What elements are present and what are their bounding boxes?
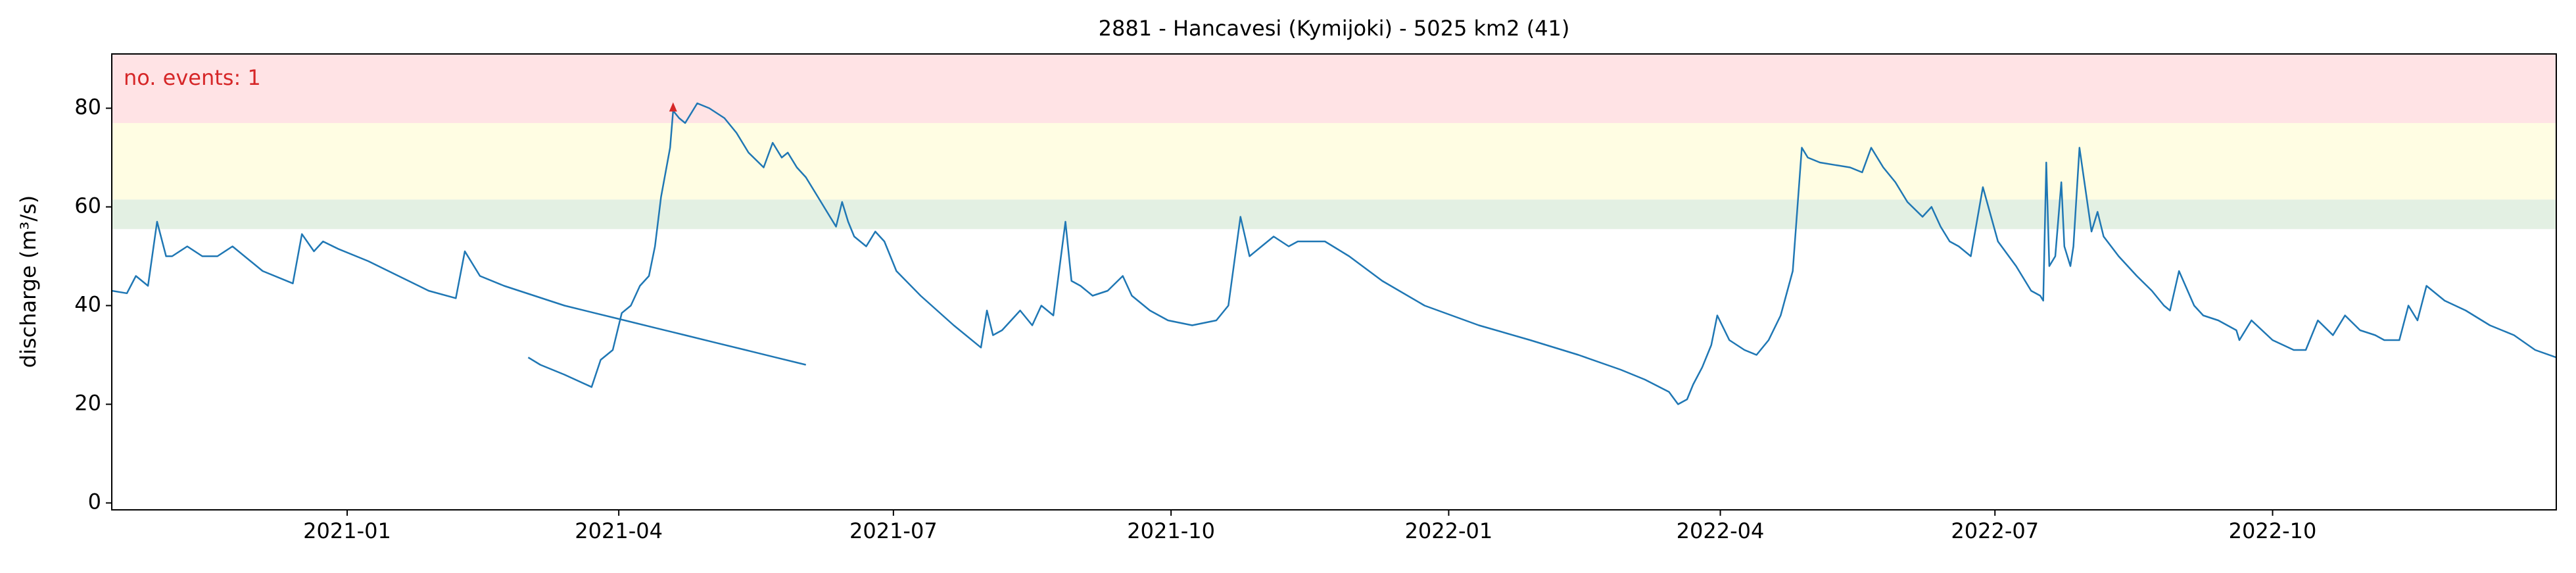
x-tick-label: 2021-01 <box>303 518 391 543</box>
threshold-band <box>112 123 2556 200</box>
x-tick-label: 2022-07 <box>1951 518 2039 543</box>
y-tick-label: 20 <box>74 391 101 416</box>
chart-title: 2881 - Hancavesi (Kymijoki) - 5025 km2 (… <box>1099 16 1570 41</box>
x-tick-label: 2022-10 <box>2229 518 2317 543</box>
y-tick-label: 80 <box>74 95 101 120</box>
data-line <box>112 102 2556 405</box>
x-tick-label: 2021-10 <box>1127 518 1215 543</box>
threshold-band <box>112 199 2556 230</box>
x-tick-label: 2022-04 <box>1677 518 1765 543</box>
y-tick-label: 40 <box>74 292 101 317</box>
x-tick-label: 2021-07 <box>849 518 938 543</box>
y-axis-label: discharge (m³/s) <box>16 195 41 368</box>
y-tick-label: 0 <box>88 489 101 514</box>
y-tick-label: 60 <box>74 193 101 218</box>
plot-frame <box>111 53 2557 511</box>
plot-area <box>112 54 2556 405</box>
x-tick-label: 2021-04 <box>575 518 663 543</box>
x-tick-label: 2022-01 <box>1405 518 1493 543</box>
annotation: no. events: 1 <box>124 65 261 90</box>
event-marker <box>669 102 677 112</box>
threshold-band <box>112 54 2556 123</box>
